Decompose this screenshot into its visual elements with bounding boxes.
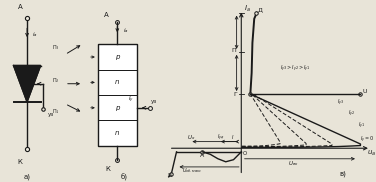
Text: П$_2$: П$_2$ (52, 76, 60, 85)
Bar (98, 120, 137, 146)
Text: $I$: $I$ (231, 133, 234, 141)
Text: П: П (232, 48, 236, 53)
Text: Б: Б (167, 173, 172, 178)
Text: Г: Г (233, 92, 237, 96)
Text: n: n (115, 130, 120, 136)
Text: А: А (17, 4, 22, 10)
Bar (98, 70, 137, 95)
Text: $i_а$: $i_а$ (123, 26, 129, 35)
Text: $U_{вк}$: $U_{вк}$ (288, 159, 299, 168)
Text: б): б) (121, 174, 127, 181)
Text: $I_{у2}$: $I_{у2}$ (347, 109, 355, 119)
Text: $I_а$: $I_а$ (244, 4, 251, 14)
Text: $I_{у3}>I_{у2}>I_{у1}$: $I_{у3}>I_{у2}>I_{у1}$ (280, 64, 311, 74)
Text: в): в) (340, 170, 347, 177)
Text: p: p (115, 105, 120, 111)
Text: $I_{уд}$: $I_{уд}$ (217, 133, 224, 143)
Text: О: О (243, 151, 247, 156)
Text: n: n (115, 79, 120, 85)
Text: Д: Д (257, 7, 262, 12)
Text: U: U (362, 89, 367, 94)
Text: а): а) (24, 173, 30, 180)
Bar (98, 44, 137, 70)
Text: $i_а$: $i_а$ (32, 30, 38, 39)
Text: $U_я$: $U_я$ (187, 133, 195, 142)
Text: П$_3$: П$_3$ (52, 43, 60, 52)
Text: p: p (115, 54, 120, 60)
Text: $I_y$: $I_y$ (32, 72, 38, 82)
Text: П$_1$: П$_1$ (52, 107, 60, 116)
Text: $I_y$: $I_y$ (128, 95, 134, 105)
Text: К: К (17, 159, 22, 165)
Bar (98, 44, 137, 146)
Text: $u_а$: $u_а$ (367, 149, 376, 158)
Text: А: А (104, 12, 109, 18)
Text: К: К (105, 166, 110, 172)
Bar (98, 95, 137, 120)
Text: уз: уз (48, 112, 54, 117)
Text: $I_{у1}$: $I_{у1}$ (358, 121, 365, 131)
Text: $I_{у3}$: $I_{у3}$ (337, 98, 344, 108)
Text: $U_{об.макс}$: $U_{об.макс}$ (182, 166, 202, 175)
Polygon shape (14, 66, 41, 102)
Text: $I_y=0$: $I_y=0$ (361, 134, 375, 145)
Text: А: А (200, 153, 204, 158)
Text: уз: уз (151, 99, 157, 104)
